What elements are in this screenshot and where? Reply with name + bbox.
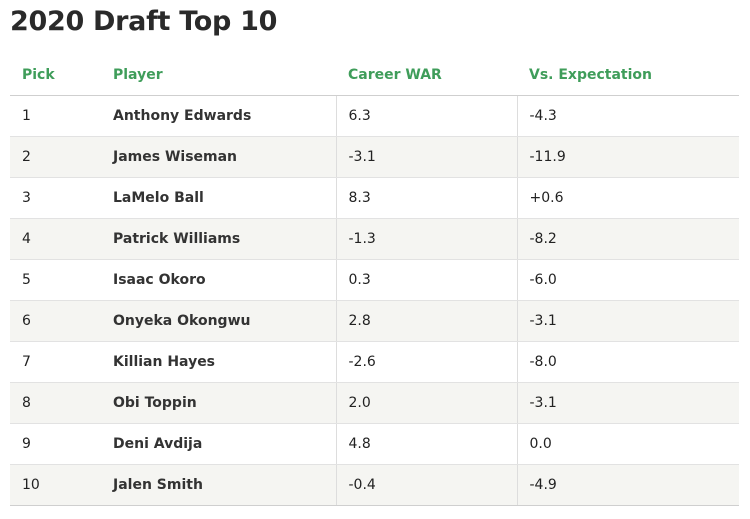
table-header: Pick Player Career WAR Vs. Expectation [10,55,739,96]
pick-cell: 8 [10,382,101,424]
career-war-cell: 4.8 [335,423,517,465]
column-header-player[interactable]: Player [101,55,336,96]
pick-cell: 5 [10,259,101,301]
vs-expectation-cell: 0.0 [516,423,739,465]
vs-expectation-cell: -6.0 [516,259,739,301]
table-row: 2 James Wiseman -3.1 -11.9 [10,136,739,178]
player-cell: Jalen Smith [101,464,336,506]
career-war-cell: 2.0 [335,382,517,424]
vs-expectation-cell: -8.2 [516,218,739,260]
table-row: 8 Obi Toppin 2.0 -3.1 [10,382,739,424]
career-war-cell: 2.8 [335,300,517,342]
career-war-cell: -1.3 [335,218,517,260]
career-war-cell: 0.3 [335,259,517,301]
pick-cell: 4 [10,218,101,260]
pick-cell: 3 [10,177,101,219]
pick-cell: 10 [10,464,101,506]
player-cell: Isaac Okoro [101,259,336,301]
header-row: Pick Player Career WAR Vs. Expectation [10,55,739,96]
player-cell: Patrick Williams [101,218,336,260]
career-war-cell: 6.3 [335,95,517,137]
table-row: 10 Jalen Smith -0.4 -4.9 [10,464,739,506]
player-cell: Obi Toppin [101,382,336,424]
player-cell: Deni Avdija [101,423,336,465]
player-cell: Anthony Edwards [101,95,336,137]
column-header-pick[interactable]: Pick [10,55,101,96]
page-title: 2020 Draft Top 10 [10,6,278,37]
player-cell: James Wiseman [101,136,336,178]
player-cell: Onyeka Okongwu [101,300,336,342]
vs-expectation-cell: -4.3 [516,95,739,137]
career-war-cell: -0.4 [335,464,517,506]
table-row: 1 Anthony Edwards 6.3 -4.3 [10,95,739,137]
career-war-cell: -2.6 [335,341,517,383]
vs-expectation-cell: +0.6 [516,177,739,219]
vs-expectation-cell: -3.1 [516,300,739,342]
vs-expectation-cell: -8.0 [516,341,739,383]
table-row: 3 LaMelo Ball 8.3 +0.6 [10,177,739,219]
table-body: 1 Anthony Edwards 6.3 -4.3 2 James Wisem… [10,95,739,506]
column-header-career-war[interactable]: Career WAR [336,55,517,96]
column-header-vs-expectation[interactable]: Vs. Expectation [517,55,739,96]
draft-table: Pick Player Career WAR Vs. Expectation 1… [10,55,739,506]
pick-cell: 9 [10,423,101,465]
table-row: 9 Deni Avdija 4.8 0.0 [10,423,739,465]
table-row: 4 Patrick Williams -1.3 -8.2 [10,218,739,260]
pick-cell: 2 [10,136,101,178]
pick-cell: 6 [10,300,101,342]
player-cell: LaMelo Ball [101,177,336,219]
pick-cell: 7 [10,341,101,383]
table-row: 6 Onyeka Okongwu 2.8 -3.1 [10,300,739,342]
pick-cell: 1 [10,95,101,137]
career-war-cell: -3.1 [335,136,517,178]
vs-expectation-cell: -4.9 [516,464,739,506]
vs-expectation-cell: -3.1 [516,382,739,424]
career-war-cell: 8.3 [335,177,517,219]
table-row: 7 Killian Hayes -2.6 -8.0 [10,341,739,383]
vs-expectation-cell: -11.9 [516,136,739,178]
player-cell: Killian Hayes [101,341,336,383]
table-row: 5 Isaac Okoro 0.3 -6.0 [10,259,739,301]
